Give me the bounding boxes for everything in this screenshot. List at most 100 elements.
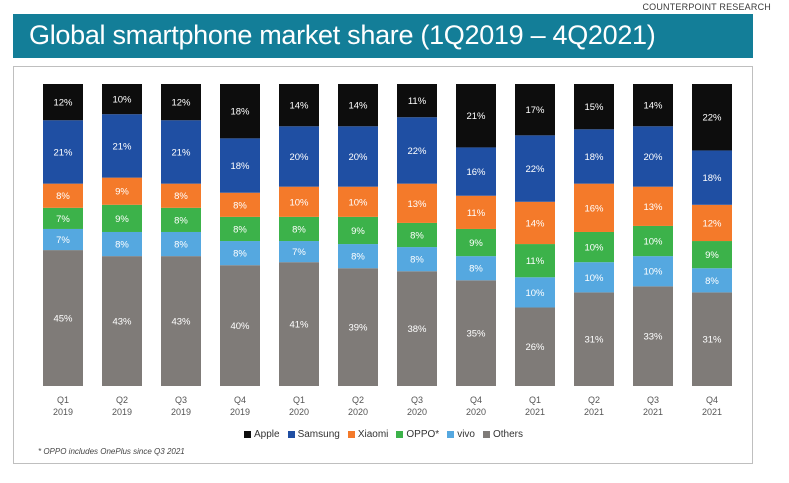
bar-segment-xiaomi-12 <box>692 204 732 242</box>
bar-segment-apple-4 <box>220 84 260 139</box>
data-label-others-10: 31% <box>584 335 604 346</box>
data-label-others-1: 45% <box>53 314 73 325</box>
data-label-apple-8: 21% <box>466 111 486 122</box>
bar-segment-apple-2 <box>102 84 142 115</box>
data-label-xiaomi-1: 8% <box>56 191 70 202</box>
legend-label-samsung: Samsung <box>297 429 340 440</box>
data-label-apple-6: 14% <box>348 101 368 112</box>
bar-segment-xiaomi-6 <box>338 186 378 217</box>
data-label-vivo-9: 10% <box>525 288 545 299</box>
data-label-vivo-6: 8% <box>351 252 365 263</box>
legend-item-samsung: Samsung <box>287 429 340 440</box>
data-label-samsung-1: 21% <box>53 147 73 158</box>
bar-segment-vivo-6 <box>338 244 378 269</box>
data-label-vivo-4: 8% <box>233 249 247 260</box>
bar-segment-samsung-5 <box>279 126 319 187</box>
data-label-others-4: 40% <box>230 321 250 332</box>
data-label-samsung-11: 20% <box>643 152 663 163</box>
data-label-oppo-4: 8% <box>233 224 247 235</box>
x-tick-label-11-quarter: Q3 <box>647 395 659 405</box>
data-label-xiaomi-9: 14% <box>525 218 545 229</box>
legend-item-vivo: vivo <box>447 429 475 440</box>
bar-segment-oppo-1 <box>43 207 83 229</box>
footnote: * OPPO includes OnePlus since Q3 2021 <box>38 447 185 456</box>
data-label-oppo-3: 8% <box>174 215 188 226</box>
data-label-oppo-6: 9% <box>351 226 365 237</box>
x-tick-label-10-year: 2021 <box>584 407 604 417</box>
data-label-oppo-5: 8% <box>292 224 306 235</box>
bar-segment-apple-11 <box>633 84 673 127</box>
bar-segment-vivo-5 <box>279 241 319 263</box>
bar-segment-vivo-1 <box>43 228 83 251</box>
bar-segment-vivo-8 <box>456 256 496 281</box>
data-label-xiaomi-6: 10% <box>348 197 368 208</box>
x-tick-label-11-year: 2021 <box>643 407 663 417</box>
bar-segment-oppo-9 <box>515 244 555 278</box>
x-tick-label-8-year: 2020 <box>466 407 486 417</box>
bar-segment-apple-9 <box>515 84 555 136</box>
legend-item-others: Others <box>483 429 523 440</box>
x-tick-label-7-year: 2020 <box>407 407 427 417</box>
data-label-samsung-9: 22% <box>525 164 545 175</box>
x-tick-label-4-year: 2019 <box>230 407 250 417</box>
data-label-others-11: 33% <box>643 332 663 343</box>
data-label-oppo-12: 9% <box>705 250 719 261</box>
x-tick-label-3-quarter: Q3 <box>175 395 187 405</box>
data-label-others-2: 43% <box>112 317 132 328</box>
bar-segment-apple-1 <box>43 84 83 121</box>
x-tick-label-5-quarter: Q1 <box>293 395 305 405</box>
bar-segment-others-4 <box>220 265 260 386</box>
x-tick-label-4-quarter: Q4 <box>234 395 246 405</box>
data-label-oppo-2: 9% <box>115 214 129 225</box>
bar-segment-samsung-9 <box>515 135 555 202</box>
data-label-xiaomi-7: 13% <box>407 199 427 210</box>
x-tick-label-2-quarter: Q2 <box>116 395 128 405</box>
bar-segment-xiaomi-1 <box>43 183 83 208</box>
x-tick-label-2-year: 2019 <box>112 407 132 417</box>
bar-segment-xiaomi-9 <box>515 201 555 245</box>
bar-segment-xiaomi-4 <box>220 192 260 217</box>
bar-segment-apple-10 <box>574 84 614 130</box>
data-label-oppo-9: 11% <box>526 256 545 267</box>
bar-segment-samsung-6 <box>338 126 378 187</box>
data-label-xiaomi-5: 10% <box>289 197 309 208</box>
bar-segment-apple-5 <box>279 84 319 127</box>
data-label-vivo-11: 10% <box>643 267 663 278</box>
data-label-oppo-10: 10% <box>584 243 604 254</box>
data-label-vivo-2: 8% <box>115 240 129 251</box>
bar-segment-oppo-12 <box>692 241 732 269</box>
data-label-samsung-3: 21% <box>171 147 191 158</box>
data-label-apple-3: 12% <box>171 98 191 109</box>
data-label-xiaomi-11: 13% <box>643 202 663 213</box>
bar-segment-vivo-12 <box>692 268 732 293</box>
bar-segment-others-1 <box>43 250 83 386</box>
data-label-apple-4: 18% <box>230 107 250 118</box>
legend-label-others: Others <box>493 429 524 440</box>
data-label-samsung-6: 20% <box>348 152 368 163</box>
x-tick-label-7-quarter: Q3 <box>411 395 423 405</box>
x-tick-label-6-year: 2020 <box>348 407 368 417</box>
data-label-vivo-3: 8% <box>174 240 188 251</box>
bar-segment-samsung-7 <box>397 117 437 184</box>
data-label-oppo-1: 7% <box>56 214 70 225</box>
x-tick-label-12-year: 2021 <box>702 407 722 417</box>
data-label-others-6: 39% <box>348 323 368 334</box>
page-title: Global smartphone market share (1Q2019 –… <box>29 20 656 50</box>
bar-segment-samsung-12 <box>692 150 732 205</box>
legend-item-oppo: OPPO* <box>396 429 439 440</box>
bar-segment-apple-6 <box>338 84 378 127</box>
bar-segment-oppo-2 <box>102 204 142 232</box>
bar-segment-vivo-11 <box>633 256 673 287</box>
legend-label-xiaomi: Xiaomi <box>357 429 389 440</box>
data-label-apple-9: 17% <box>525 105 545 116</box>
data-label-apple-5: 14% <box>289 101 309 112</box>
legend-swatch-xiaomi <box>347 431 355 438</box>
bar-segment-oppo-3 <box>161 207 201 232</box>
bar-segment-apple-8 <box>456 84 496 148</box>
data-label-others-3: 43% <box>171 317 191 328</box>
title-banner: Global smartphone market share (1Q2019 –… <box>13 14 753 58</box>
bar-segment-samsung-1 <box>43 120 83 184</box>
legend-swatch-vivo <box>447 431 455 438</box>
bar-segment-xiaomi-8 <box>456 195 496 229</box>
data-label-vivo-1: 7% <box>56 235 70 246</box>
